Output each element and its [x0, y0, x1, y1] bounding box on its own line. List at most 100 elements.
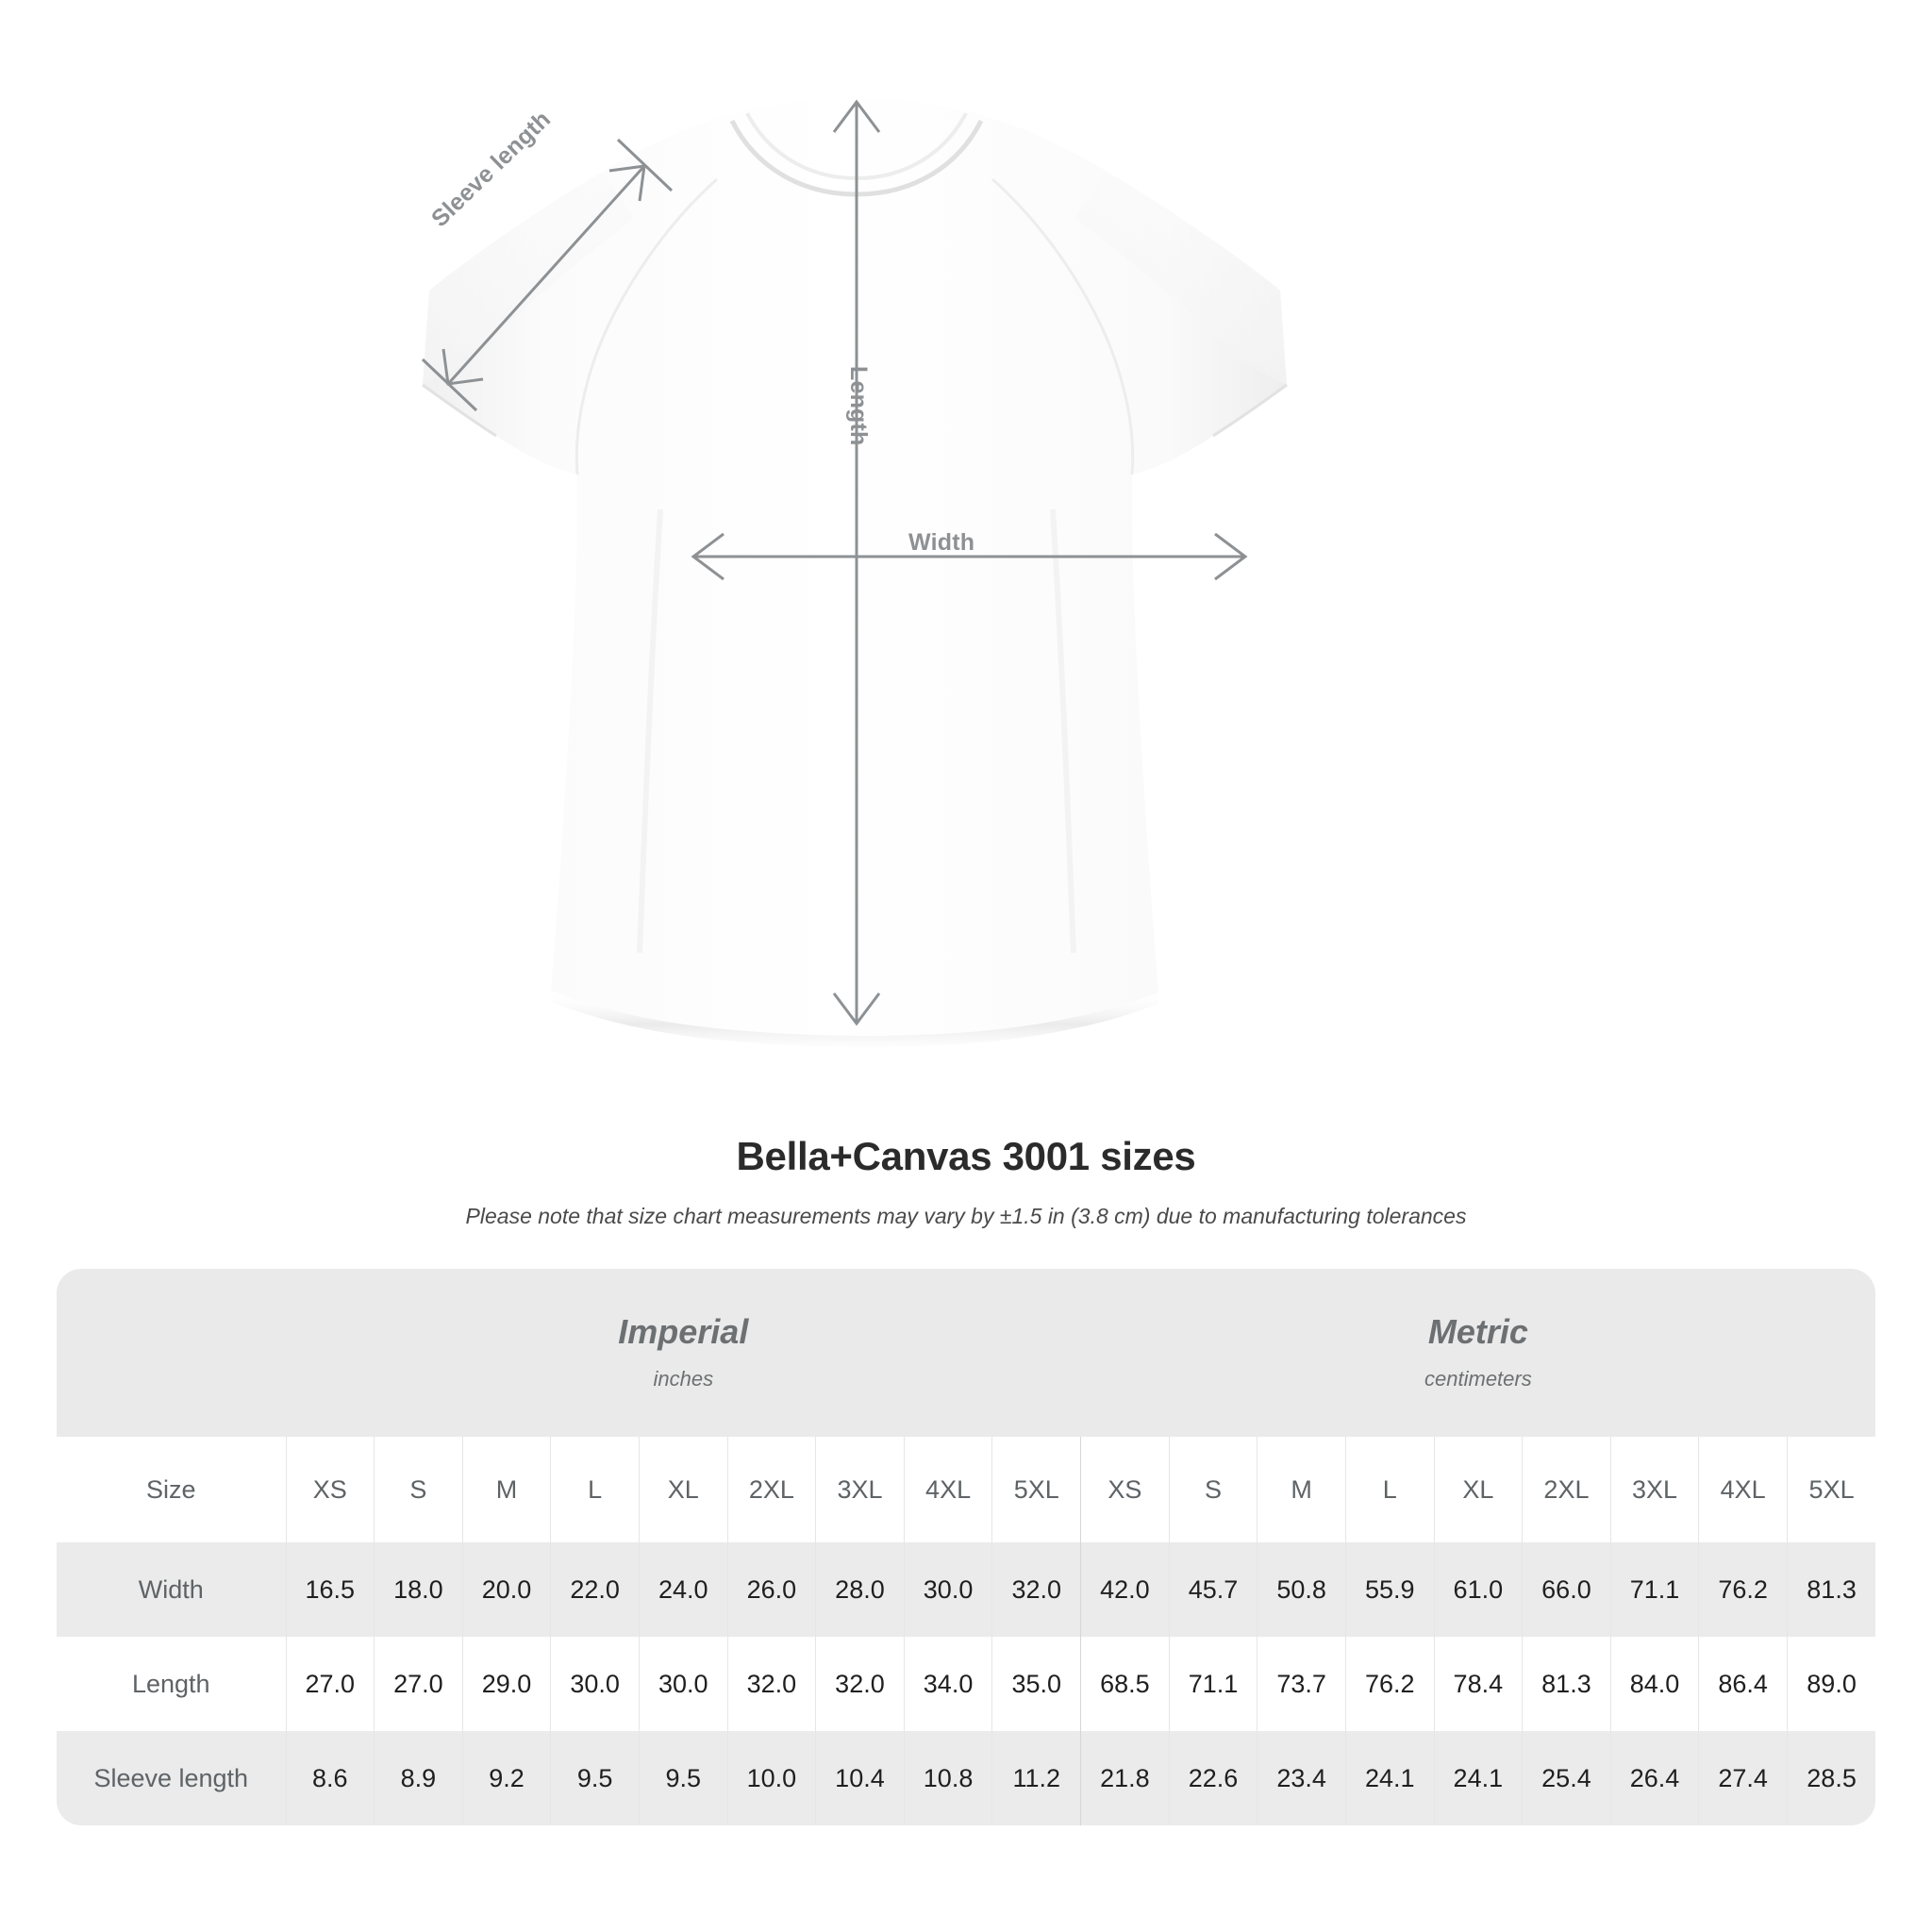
- size-header-cell-metric-xs: XS: [1080, 1437, 1170, 1542]
- width-dimension-arrow: [691, 532, 1248, 581]
- cell-width-metric-xl: 61.0: [1433, 1542, 1523, 1637]
- cell-width-metric-5xl: 81.3: [1786, 1542, 1876, 1637]
- cell-length-imperial-3xl: 32.0: [815, 1637, 905, 1731]
- row-label-width: Width: [57, 1542, 286, 1637]
- table-row: Length 27.0 27.0 29.0 30.0 30.0 32.0 32.0 34.0 35…: [57, 1637, 1876, 1731]
- size-header-cell-metric-3xl: 3XL: [1609, 1437, 1699, 1542]
- cell-sleeve-length-imperial-s: 8.9: [374, 1731, 463, 1825]
- cell-sleeve-length-imperial-xl: 9.5: [638, 1731, 728, 1825]
- unit-banner-row: Imperial inches Metric centimeters: [57, 1269, 1876, 1437]
- size-header-cell-imperial-2xl: 2XL: [726, 1437, 816, 1542]
- cell-sleeve-length-metric-s: 22.6: [1168, 1731, 1257, 1825]
- cell-length-metric-2xl: 81.3: [1522, 1637, 1611, 1731]
- length-dimension-arrow: [832, 99, 881, 1026]
- cell-width-imperial-s: 18.0: [374, 1542, 463, 1637]
- unit-banner-title: Metric: [1427, 1312, 1528, 1352]
- left-sleeve: [423, 173, 634, 385]
- size-header-cell-metric-2xl: 2XL: [1522, 1437, 1611, 1542]
- unit-banner-subtitle: inches: [653, 1366, 714, 1391]
- table-row: Sleeve length 8.6 8.9 9.2 9.5 9.5 10.0 10.4 10.8…: [57, 1731, 1876, 1825]
- cell-sleeve-length-imperial-xs: 8.6: [285, 1731, 375, 1825]
- cell-length-imperial-2xl: 32.0: [726, 1637, 816, 1731]
- shirt-shape: [423, 97, 1287, 1036]
- cell-length-imperial-5xl: 35.0: [991, 1637, 1081, 1731]
- right-sleeve-hem: [1212, 383, 1288, 438]
- cell-width-metric-2xl: 66.0: [1522, 1542, 1611, 1637]
- cell-sleeve-length-imperial-l: 9.5: [550, 1731, 640, 1825]
- size-header-cell-imperial-s: S: [374, 1437, 463, 1542]
- banner-spacer-cell: [57, 1269, 286, 1437]
- cell-width-metric-3xl: 71.1: [1609, 1542, 1699, 1637]
- cell-sleeve-length-imperial-4xl: 10.8: [903, 1731, 992, 1825]
- row-label-sleeve-length: Sleeve length: [57, 1731, 286, 1825]
- cell-sleeve-length-metric-xl: 24.1: [1433, 1731, 1523, 1825]
- cell-width-metric-xs: 42.0: [1080, 1542, 1170, 1637]
- fabric-fold-right: [1050, 508, 1076, 954]
- page-title: Bella+Canvas 3001 sizes: [736, 1134, 1196, 1178]
- size-header-cell-metric-4xl: 4XL: [1698, 1437, 1788, 1542]
- sleeve-length-dimension-arrow: [421, 138, 674, 412]
- cell-sleeve-length-imperial-5xl: 11.2: [991, 1731, 1081, 1825]
- size-chart-table-wrapper: Imperial inches Metric centimeters Size XS S M L…: [57, 1269, 1876, 1825]
- size-header-cell-imperial-3xl: 3XL: [815, 1437, 905, 1542]
- size-header-cell-imperial-xs: XS: [285, 1437, 375, 1542]
- size-header-cell-metric-m: M: [1257, 1437, 1346, 1542]
- cell-width-imperial-2xl: 26.0: [726, 1542, 816, 1637]
- cell-length-imperial-m: 29.0: [461, 1637, 551, 1731]
- cell-sleeve-length-imperial-2xl: 10.0: [726, 1731, 816, 1825]
- cell-sleeve-length-metric-3xl: 26.4: [1609, 1731, 1699, 1825]
- unit-banner-imperial: Imperial inches: [286, 1269, 1081, 1437]
- cell-length-metric-xl: 78.4: [1433, 1637, 1523, 1731]
- cell-length-metric-5xl: 89.0: [1786, 1637, 1876, 1731]
- cell-width-metric-l: 55.9: [1344, 1542, 1435, 1637]
- cell-sleeve-length-metric-4xl: 27.4: [1698, 1731, 1788, 1825]
- cell-width-imperial-l: 22.0: [550, 1542, 640, 1637]
- cell-width-metric-4xl: 76.2: [1698, 1542, 1788, 1637]
- size-header-row: Size XS S M L XL 2XL 3XL 4XL 5XL XS S M L XL 2XL 3XL 4XL 5…: [57, 1437, 1876, 1542]
- tolerance-note: Please note that size chart measurements…: [465, 1204, 1467, 1228]
- size-header-label: Size: [57, 1437, 286, 1542]
- cell-width-imperial-5xl: 32.0: [991, 1542, 1081, 1637]
- title-block: Bella+Canvas 3001 sizes Please note that…: [0, 1134, 1932, 1229]
- size-header-cell-imperial-4xl: 4XL: [903, 1437, 992, 1542]
- size-header-cell-imperial-5xl: 5XL: [991, 1437, 1081, 1542]
- cell-width-metric-s: 45.7: [1168, 1542, 1257, 1637]
- tshirt-illustration: [421, 97, 1288, 1047]
- cell-length-imperial-s: 27.0: [374, 1637, 463, 1731]
- size-header-cell-imperial-l: L: [550, 1437, 640, 1542]
- cell-sleeve-length-metric-xs: 21.8: [1080, 1731, 1170, 1825]
- width-label: Width: [908, 529, 975, 556]
- cell-sleeve-length-metric-5xl: 28.5: [1786, 1731, 1876, 1825]
- size-header-cell-metric-s: S: [1168, 1437, 1257, 1542]
- left-armhole-seam: [575, 177, 718, 475]
- cell-width-imperial-xs: 16.5: [285, 1542, 375, 1637]
- cell-length-metric-m: 73.7: [1257, 1637, 1346, 1731]
- size-header-cell-imperial-xl: XL: [638, 1437, 728, 1542]
- cell-length-metric-3xl: 84.0: [1609, 1637, 1699, 1731]
- cell-length-metric-xs: 68.5: [1080, 1637, 1170, 1731]
- cell-length-imperial-4xl: 34.0: [903, 1637, 992, 1731]
- right-sleeve: [1075, 173, 1287, 385]
- cell-sleeve-length-metric-l: 24.1: [1344, 1731, 1435, 1825]
- unit-banner-subtitle: centimeters: [1424, 1366, 1532, 1391]
- length-label: Length: [845, 366, 872, 446]
- size-header-cell-metric-l: L: [1344, 1437, 1435, 1542]
- unit-banner-metric: Metric centimeters: [1080, 1269, 1876, 1437]
- table-row: Width 16.5 18.0 20.0 22.0 24.0 26.0 28.0 30.0 32.…: [57, 1542, 1876, 1637]
- cell-length-metric-s: 71.1: [1168, 1637, 1257, 1731]
- size-chart-table: Imperial inches Metric centimeters Size XS S M L…: [57, 1269, 1876, 1825]
- right-armhole-seam: [991, 177, 1135, 475]
- left-sleeve-hem: [422, 383, 497, 438]
- bottom-hem: [551, 991, 1158, 1047]
- cell-width-imperial-3xl: 28.0: [815, 1542, 905, 1637]
- tshirt-diagram: Sleeve length Length Width: [421, 97, 1288, 1047]
- unit-banner-title: Imperial: [618, 1312, 749, 1352]
- row-label-length: Length: [57, 1637, 286, 1731]
- cell-width-imperial-m: 20.0: [461, 1542, 551, 1637]
- cell-sleeve-length-metric-2xl: 25.4: [1522, 1731, 1611, 1825]
- cell-length-metric-l: 76.2: [1344, 1637, 1435, 1731]
- fabric-fold-left: [637, 508, 663, 954]
- cell-length-metric-4xl: 86.4: [1698, 1637, 1788, 1731]
- cell-sleeve-length-imperial-m: 9.2: [461, 1731, 551, 1825]
- size-header-cell-metric-xl: XL: [1433, 1437, 1523, 1542]
